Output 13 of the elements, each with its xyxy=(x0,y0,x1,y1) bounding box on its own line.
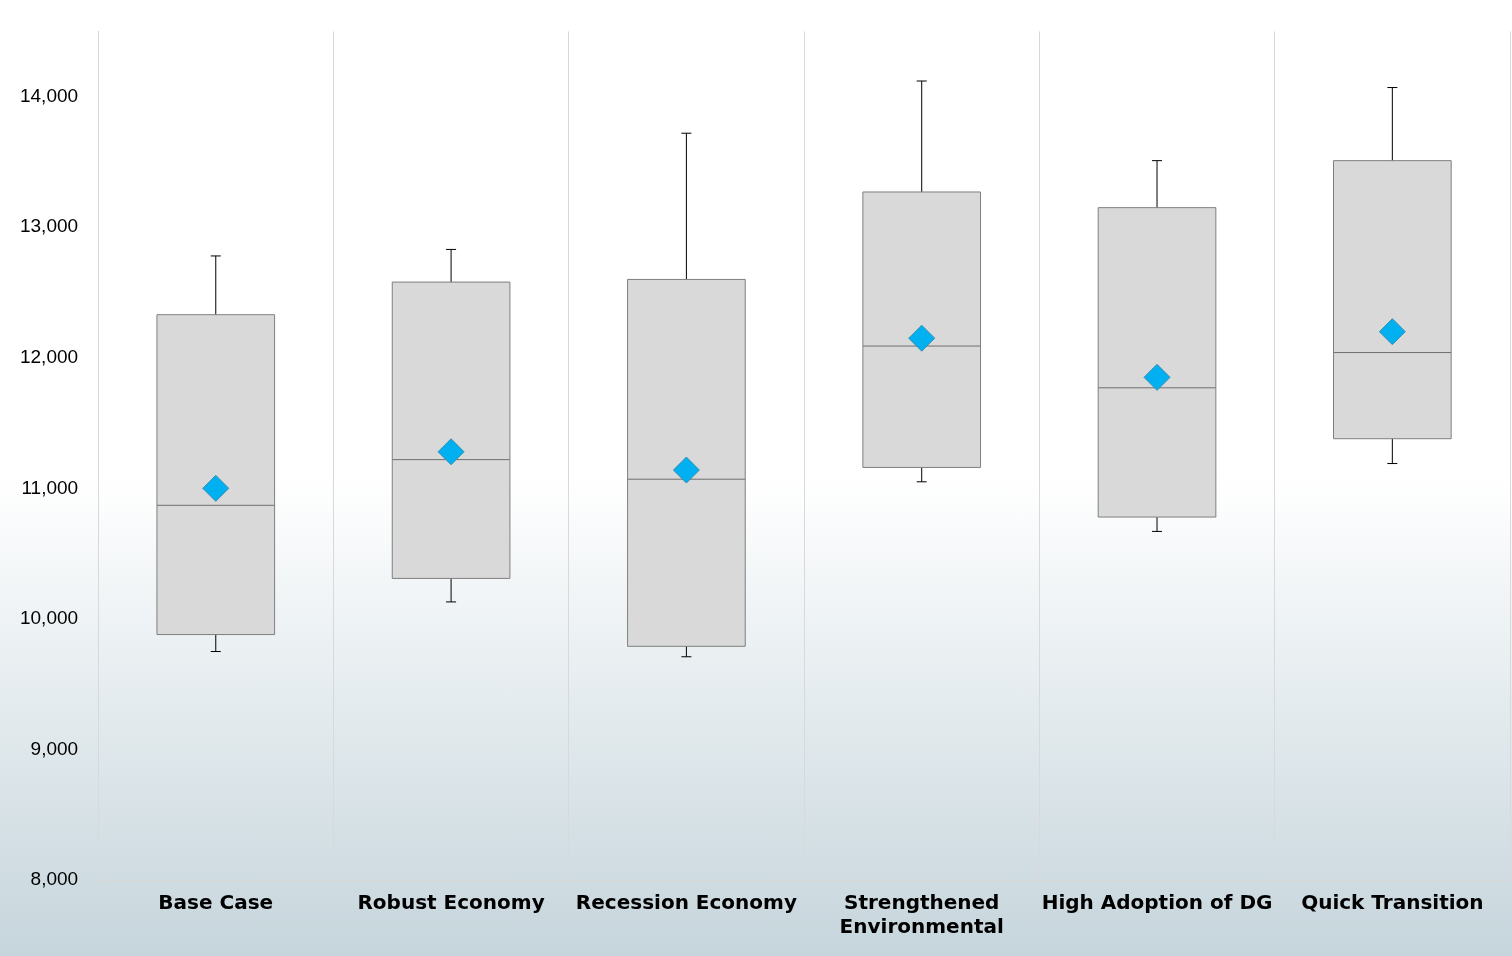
x-tick-label: Robust Economy xyxy=(357,890,545,915)
x-tick-label: Base Case xyxy=(158,890,274,915)
x-tick-label: High Adoption of DG xyxy=(1041,890,1273,915)
y-tick-label: 8,000 xyxy=(30,868,79,890)
y-tick-label: 13,000 xyxy=(19,215,79,237)
y-tick-label: 9,000 xyxy=(30,737,79,759)
y-tick-label: 12,000 xyxy=(19,346,79,368)
y-tick-label: 11,000 xyxy=(21,476,79,498)
x-tick-label: Recession Economy xyxy=(575,890,797,915)
y-tick-label: 10,000 xyxy=(19,607,79,629)
y-tick-label: 14,000 xyxy=(19,84,79,106)
x-tick-label: Strengthened Environmental xyxy=(839,890,1004,939)
x-tick-label: Quick Transition xyxy=(1301,890,1484,915)
